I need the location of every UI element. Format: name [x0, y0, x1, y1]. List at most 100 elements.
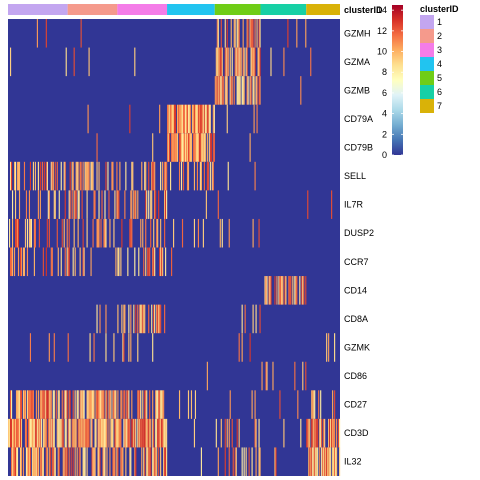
- heat-cell: [234, 47, 236, 77]
- heat-cell: [315, 447, 317, 476]
- heat-cell: [148, 161, 150, 191]
- heat-cell: [86, 447, 88, 476]
- heat-cell: [77, 390, 79, 419]
- heat-cell: [45, 247, 47, 277]
- heat-cell: [219, 47, 221, 77]
- heat-cell: [41, 447, 43, 476]
- heat-cell: [11, 218, 14, 248]
- heat-cell: [79, 390, 81, 419]
- heat-cell: [121, 304, 123, 334]
- heat-cell: [63, 447, 65, 476]
- heat-cell: [10, 447, 13, 476]
- heat-cell: [199, 161, 201, 191]
- heat-cell: [12, 447, 15, 476]
- heat-cell: [160, 447, 162, 476]
- heat-cell: [53, 190, 55, 219]
- heat-cell: [243, 447, 245, 476]
- heat-cell: [133, 304, 135, 334]
- heat-cell: [285, 276, 287, 305]
- heat-cell: [302, 276, 304, 305]
- heat-cell: [162, 390, 164, 419]
- cluster-annotation-3: [117, 4, 168, 15]
- heat-cell: [78, 190, 80, 219]
- heat-cell: [224, 447, 226, 476]
- heat-cell: [171, 133, 173, 162]
- heat-cell: [157, 418, 159, 448]
- heat-cell: [138, 247, 140, 277]
- heat-cell: [75, 190, 77, 219]
- heat-cell: [182, 133, 185, 162]
- heat-cell: [175, 133, 178, 162]
- heat-cell: [88, 390, 90, 419]
- heat-cell: [154, 247, 156, 277]
- heat-cell: [232, 447, 234, 476]
- heat-cell: [316, 418, 318, 448]
- heat-cell: [226, 19, 228, 48]
- heat-cell: [16, 390, 19, 419]
- heat-cell: [31, 390, 33, 419]
- heat-cell: [203, 104, 205, 134]
- heat-cell: [141, 161, 143, 191]
- heat-cell: [303, 276, 305, 305]
- heat-cell: [97, 390, 99, 419]
- heat-cell: [301, 276, 303, 305]
- heat-cell: [227, 161, 229, 191]
- heat-cell: [210, 133, 212, 162]
- heat-cell: [88, 161, 90, 191]
- heat-cell: [336, 447, 338, 476]
- heat-cell: [215, 47, 217, 77]
- heat-cell: [152, 418, 154, 448]
- heat-cell: [148, 190, 150, 219]
- heat-cell: [84, 447, 86, 476]
- heat-cell: [19, 447, 22, 476]
- heat-cell: [104, 190, 106, 219]
- cluster-legend-label-6: 6: [437, 87, 442, 97]
- heat-cell: [196, 161, 198, 191]
- heat-cell: [182, 161, 185, 191]
- heat-cell: [294, 276, 296, 305]
- heat-cell: [19, 247, 22, 277]
- heat-cell: [215, 418, 217, 448]
- heat-cell: [266, 276, 268, 305]
- cluster-legend-label-7: 7: [437, 101, 442, 111]
- heat-cell: [147, 447, 149, 476]
- heat-cell: [105, 218, 107, 248]
- heat-cell: [130, 304, 132, 334]
- heat-cell: [56, 418, 58, 448]
- heat-cell: [220, 19, 222, 48]
- colorbar-ticks: 0 2 4 6 8 10 12 14: [377, 5, 403, 160]
- heat-cell: [200, 133, 202, 162]
- heat-cell: [173, 133, 175, 162]
- heat-cell: [134, 418, 136, 448]
- heat-cell: [207, 161, 209, 191]
- heat-cell: [283, 418, 285, 448]
- heat-cell: [48, 218, 50, 248]
- heat-cell: [87, 161, 89, 191]
- heat-cell: [209, 133, 211, 162]
- heat-cell: [172, 133, 174, 162]
- heat-cell: [163, 390, 165, 419]
- heat-cell: [143, 304, 145, 334]
- heat-cell: [287, 19, 289, 48]
- heat-cell: [338, 418, 340, 448]
- heat-cell: [29, 390, 32, 419]
- heat-cell: [39, 190, 41, 219]
- heat-cell: [250, 19, 252, 48]
- heat-cell: [179, 133, 182, 162]
- heat-cell: [332, 390, 334, 419]
- heat-cell: [37, 418, 39, 448]
- heat-cell: [40, 418, 42, 448]
- heat-cell: [79, 418, 81, 448]
- heat-cell: [252, 47, 254, 77]
- colorbar-tick-label: 0: [382, 150, 387, 160]
- heat-cell: [42, 247, 44, 277]
- heat-cell: [254, 161, 256, 191]
- heat-cell: [110, 418, 112, 448]
- heat-cell: [130, 190, 132, 219]
- heat-cell: [159, 390, 161, 419]
- heat-cell: [317, 418, 319, 448]
- heat-cell: [121, 390, 123, 419]
- heatmap-cells: [8, 19, 341, 476]
- heat-cell: [133, 190, 135, 219]
- heat-cell: [187, 161, 190, 191]
